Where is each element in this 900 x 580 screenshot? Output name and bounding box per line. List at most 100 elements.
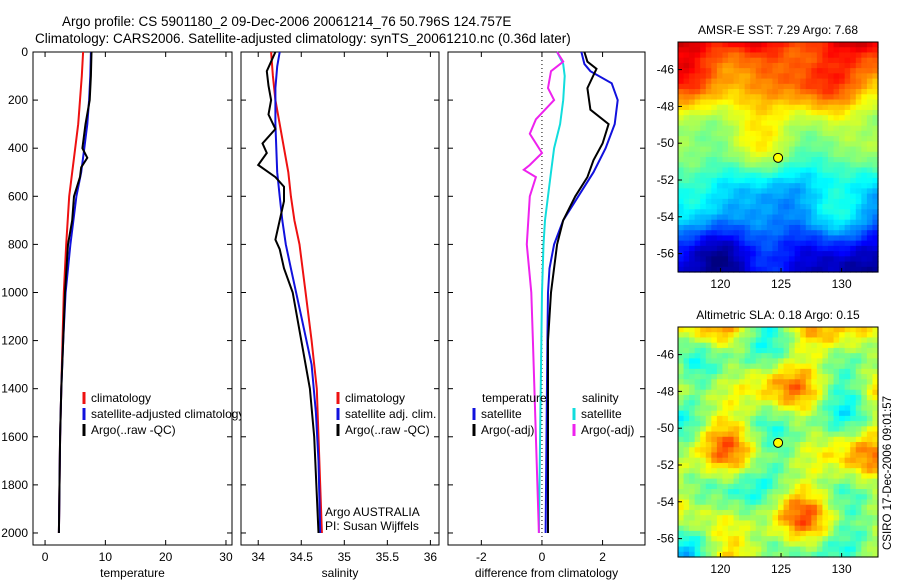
sla_map-cell — [844, 410, 851, 417]
sst_map-cell — [772, 167, 779, 174]
sla_map-cell — [805, 389, 812, 396]
sla_map-cell — [728, 374, 735, 380]
sla_map-cell — [744, 394, 751, 401]
sla_map-cell — [811, 452, 818, 459]
sla_map-cell — [694, 394, 701, 401]
sst_map-cell — [716, 89, 724, 95]
sst_map-cell — [866, 240, 874, 247]
sst_map-cell — [872, 99, 879, 106]
sla_map-cell — [761, 494, 768, 501]
sst_map-cell — [700, 162, 707, 169]
sst_map-cell — [828, 251, 835, 257]
sst_map-cell — [755, 47, 762, 54]
sst_map-cell — [678, 235, 685, 242]
sst_map-cell — [855, 109, 862, 116]
sla_map-cell — [683, 436, 690, 443]
sst_map-cell — [861, 245, 868, 252]
sst_map-cell — [766, 78, 774, 85]
sla_map-cell — [694, 347, 701, 354]
sst_map-cell — [694, 245, 701, 252]
sst_map-cell — [822, 151, 829, 158]
sla_map-cell — [861, 431, 868, 438]
sst_map-cell — [861, 73, 868, 80]
sla_map-cell — [705, 541, 712, 548]
sst_map-cell — [772, 136, 779, 142]
sla_map-cell — [866, 457, 874, 464]
sst_map-cell — [772, 115, 779, 122]
sst_map-cell — [839, 235, 846, 242]
sst_map-cell — [689, 214, 696, 221]
sla_map-cell — [855, 400, 862, 407]
sla_map-cell — [839, 337, 846, 344]
sst_map-cell — [789, 47, 796, 54]
sla_map-cell — [805, 525, 812, 532]
sla_map-cell — [683, 499, 690, 506]
sla_map-cell — [872, 530, 879, 537]
sla_map-cell — [739, 410, 746, 417]
sla_map-cell — [828, 379, 835, 386]
sla_map-cell — [855, 342, 862, 349]
sla_map-cell — [866, 347, 874, 354]
sst_map-cell — [750, 89, 757, 95]
sla_map-cell — [739, 483, 746, 490]
sst_map-cell — [850, 83, 857, 90]
sst_map-cell — [744, 151, 751, 158]
sla_map-cell — [733, 499, 740, 506]
sla_map-cell — [805, 353, 812, 359]
sst_map-cell — [683, 251, 690, 257]
sst_map-cell — [694, 73, 701, 80]
sst_map-cell — [728, 120, 735, 127]
sla_map-cell — [794, 358, 801, 365]
sla_map-cell — [705, 462, 712, 469]
sla_map-cell — [750, 551, 757, 558]
sst_map-cell — [700, 109, 707, 116]
sla_map-cell — [728, 504, 735, 511]
sla_map-title: Altimetric SLA: 0.18 Argo: 0.15 — [696, 308, 860, 322]
sla_map-cell — [705, 530, 712, 537]
sla_map-cell — [822, 421, 829, 427]
sla_map-cell — [833, 447, 840, 454]
sla_map-cell — [728, 478, 735, 485]
sla_map-cell — [855, 483, 862, 490]
sst_map-cell — [689, 198, 696, 205]
sst_map-cell — [861, 52, 868, 59]
sst_map-cell — [683, 219, 690, 226]
sst_map-cell — [805, 183, 812, 189]
sla_map-cell — [794, 394, 801, 401]
sst_map-cell — [716, 104, 724, 111]
sst_map-cell — [728, 235, 735, 242]
sst_map-cell — [744, 193, 751, 200]
sst_map-cell — [833, 214, 840, 221]
sst_map-cell — [750, 162, 757, 169]
sla_map-cell — [766, 551, 774, 558]
sst_map-cell — [766, 115, 774, 122]
sla_map-cell — [839, 442, 846, 448]
sst_map-cell — [805, 266, 812, 273]
sst_map-cell — [822, 251, 829, 257]
sst_map-cell — [778, 99, 785, 106]
sla_map-cell — [805, 421, 812, 427]
sst_map-cell — [872, 104, 879, 111]
sst_map-cell — [716, 125, 724, 132]
sla_map-cell — [711, 546, 718, 553]
sla_map-cell — [828, 483, 835, 490]
sla_map-cell — [789, 499, 796, 506]
sla_map-cell — [778, 541, 785, 548]
sst_map-cell — [844, 219, 851, 226]
sla_map-cell — [683, 494, 690, 501]
sla_map-cell — [816, 478, 824, 485]
sst_map-cell — [728, 183, 735, 189]
sla_map-cell — [783, 389, 790, 396]
sst_map-cell — [705, 198, 712, 205]
sla_map-cell — [805, 410, 812, 417]
sla_map-cell — [733, 546, 740, 553]
sst_map-cell — [750, 188, 757, 195]
sst_map-cell — [855, 204, 862, 210]
sla_map-cell — [694, 431, 701, 438]
sla_map-cell — [772, 489, 779, 495]
sla_map-cell — [805, 384, 812, 391]
sst_map-cell — [844, 204, 851, 210]
sla_map-cell — [805, 374, 812, 380]
sla_map-cell — [711, 353, 718, 359]
sst_map-cell — [872, 83, 879, 90]
